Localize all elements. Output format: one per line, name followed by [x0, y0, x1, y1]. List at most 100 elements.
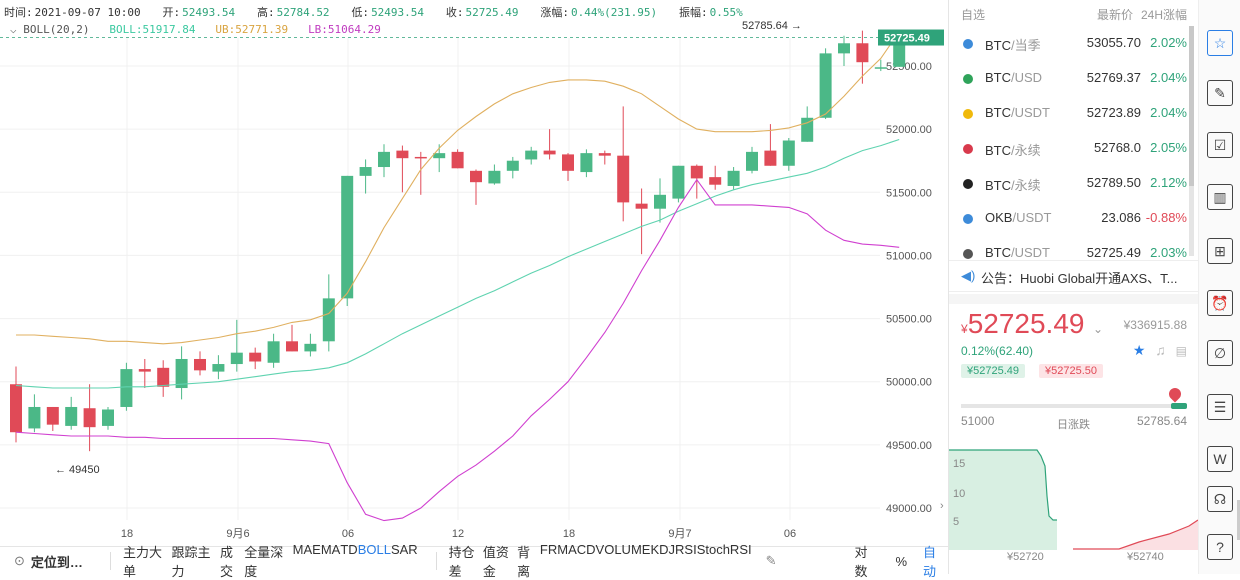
- min-price-label: ← 49450: [55, 464, 100, 476]
- indicator-fr[interactable]: FR: [539, 542, 558, 557]
- indicator-跟踪主力[interactable]: 跟踪主力: [171, 545, 211, 579]
- range-high: 52785.64: [1136, 414, 1187, 428]
- indicator-ma[interactable]: MA: [292, 542, 313, 557]
- chevron-down-icon[interactable]: ⌄: [1092, 322, 1103, 336]
- collapse-panel-icon[interactable]: ›: [940, 500, 944, 512]
- close-value: 52725.49: [465, 6, 519, 19]
- candle-body: [28, 406, 41, 429]
- candle-body: [451, 151, 464, 169]
- candle-body: [727, 170, 740, 186]
- candle-body: [617, 155, 630, 203]
- candle-body: [10, 384, 22, 433]
- candle-body: [598, 153, 611, 156]
- indicator-ema[interactable]: EMA: [312, 542, 341, 557]
- currency-symbol: ¥: [961, 322, 968, 336]
- time-label: 时间:: [4, 6, 33, 19]
- tool-sidebar: ☆ ✎ ☑ ▥ ⊞ ⏰ ∅ ☰ W ☊?: [1198, 0, 1240, 574]
- edit-icon[interactable]: ✎: [765, 553, 777, 568]
- indicator-stochrsi[interactable]: StochRSI: [696, 542, 752, 557]
- right-panel: 自选 最新价 24H涨幅 BTC/当季 53055.70 2.02% BTC/USD 5…: [948, 0, 1199, 574]
- symbol: BTC/永续: [985, 143, 1041, 158]
- coin-icon: [963, 179, 973, 189]
- x-tick-label: 06: [784, 528, 796, 540]
- ohlc-info: 时间: 2021-09-07 10:00 开: 52493.54 高: 52784.5…: [4, 4, 745, 20]
- auto-button[interactable]: 自动: [923, 545, 937, 579]
- indicator-kdj[interactable]: KDJ: [650, 542, 676, 557]
- indicator-主力大单[interactable]: 主力大单: [123, 545, 163, 579]
- y-tick-label: 52000.00: [886, 124, 932, 136]
- w-icon[interactable]: W: [1207, 446, 1233, 472]
- bid-tag: ¥52725.49: [961, 364, 1025, 378]
- watchlist-scrollbar[interactable]: [1189, 26, 1194, 256]
- price-change: 0.12%(62.40): [961, 344, 1034, 358]
- support-icon[interactable]: ☊: [1207, 486, 1233, 512]
- watchlist-row[interactable]: BTC/永续 52768.0 2.05%: [949, 131, 1189, 165]
- indicator-值资金[interactable]: 值资金: [482, 545, 509, 579]
- candle-body: [249, 352, 262, 362]
- range-marker-icon: [1166, 385, 1184, 403]
- indicator-macd[interactable]: MACD: [557, 542, 596, 557]
- indicator-group-sub: 持仓差 值资金 背离 FR MACD VOLUME KDJ RSI StochRSI: [449, 542, 752, 580]
- last-price: 52769.37: [1086, 70, 1141, 85]
- bell-icon[interactable]: ♫: [1155, 342, 1166, 358]
- watchlist-icon[interactable]: ☆: [1207, 30, 1233, 56]
- sidebar-scrollbar[interactable]: [1237, 500, 1240, 540]
- indicator-td[interactable]: TD: [340, 542, 358, 557]
- notice-bar[interactable]: ◀) 公告：Huobi Global开通AXS、T...: [949, 260, 1198, 292]
- symbol: OKB/USDT: [985, 210, 1052, 225]
- chart-canvas[interactable]: 52500.00 52000.00 51500.00 51000.00 50500.00…: [0, 0, 948, 546]
- kline-chart[interactable]: 52500.00 52000.00 51500.00 51000.00 50500.00…: [0, 0, 948, 546]
- orders-icon[interactable]: ☑: [1207, 132, 1233, 158]
- max-price-label: 52785.64 →: [742, 20, 802, 32]
- last-price: 23.086: [1101, 210, 1141, 225]
- watchlist: BTC/当季 53055.70 2.02% BTC/USD 52769.37 2.04% B…: [949, 26, 1189, 260]
- candle-body: [359, 167, 372, 176]
- notes-icon[interactable]: ✎: [1207, 80, 1233, 106]
- help-icon[interactable]: ?: [1207, 534, 1233, 560]
- watchlist-row[interactable]: BTC/当季 53055.70 2.02%: [949, 26, 1189, 60]
- indicator-boll[interactable]: BOLL: [357, 542, 391, 557]
- candle-body: [764, 150, 777, 166]
- watchlist-row[interactable]: OKB/USDT 23.086 -0.88%: [949, 201, 1189, 235]
- boll-mid: BOLL:51917.84: [109, 23, 196, 36]
- log-scale-button[interactable]: 对数: [854, 545, 868, 579]
- watchlist-row[interactable]: BTC/USD 52769.37 2.04%: [949, 61, 1189, 95]
- last-price: 52789.50: [1086, 175, 1141, 190]
- boll-upper-band: [16, 31, 900, 345]
- candle-body: [341, 175, 354, 299]
- indicator-sar[interactable]: SAR: [390, 542, 418, 557]
- info-icon[interactable]: ▤: [1175, 344, 1187, 358]
- candle-body: [396, 150, 409, 159]
- watchlist-row[interactable]: BTC/USDT 52725.49 2.03%: [949, 236, 1189, 260]
- new-window-icon[interactable]: ⊞: [1207, 238, 1233, 264]
- depth-chart[interactable]: 15 10 5 ¥52720 ¥52740: [949, 436, 1198, 574]
- tab-watchlist[interactable]: 自选: [961, 8, 986, 22]
- low-label: 低:: [351, 6, 370, 19]
- coin-icon: [963, 214, 973, 224]
- indicator-成交[interactable]: 成交: [219, 545, 233, 579]
- list-icon[interactable]: ☰: [1207, 394, 1233, 420]
- x-tick-label: 18: [563, 528, 575, 540]
- star-icon[interactable]: ★: [1132, 342, 1146, 358]
- indicator-rsi[interactable]: RSI: [675, 542, 697, 557]
- candle-body: [157, 367, 170, 387]
- locate-button[interactable]: 定位到…: [30, 554, 83, 570]
- location-icon[interactable]: ⊙: [14, 553, 25, 568]
- watchlist-row[interactable]: BTC/永续 52789.50 2.12%: [949, 166, 1189, 200]
- collapse-icon[interactable]: ⌵: [10, 23, 17, 36]
- watchlist-row[interactable]: BTC/USDT 52723.89 2.04%: [949, 96, 1189, 130]
- indicator-全量深度[interactable]: 全量深度: [244, 545, 284, 579]
- range-label: 日涨跌: [1057, 419, 1090, 431]
- indicator-背离[interactable]: 背离: [517, 545, 531, 579]
- draw-icon[interactable]: ∅: [1207, 340, 1233, 366]
- percent-button[interactable]: %: [895, 553, 908, 569]
- watchlist-header: 自选 最新价 24H涨幅: [961, 6, 1187, 22]
- symbol-suffix: /USD: [1011, 70, 1043, 85]
- indicator-持仓差[interactable]: 持仓差: [448, 545, 475, 579]
- depth-y-label: 10: [953, 488, 966, 500]
- indicator-volume[interactable]: VOLUME: [595, 542, 651, 557]
- boll-lower-band: [15, 178, 900, 522]
- col-change: 24H涨幅: [1140, 8, 1187, 22]
- alarm-icon[interactable]: ⏰: [1207, 290, 1233, 316]
- bars-icon[interactable]: ▥: [1207, 184, 1233, 210]
